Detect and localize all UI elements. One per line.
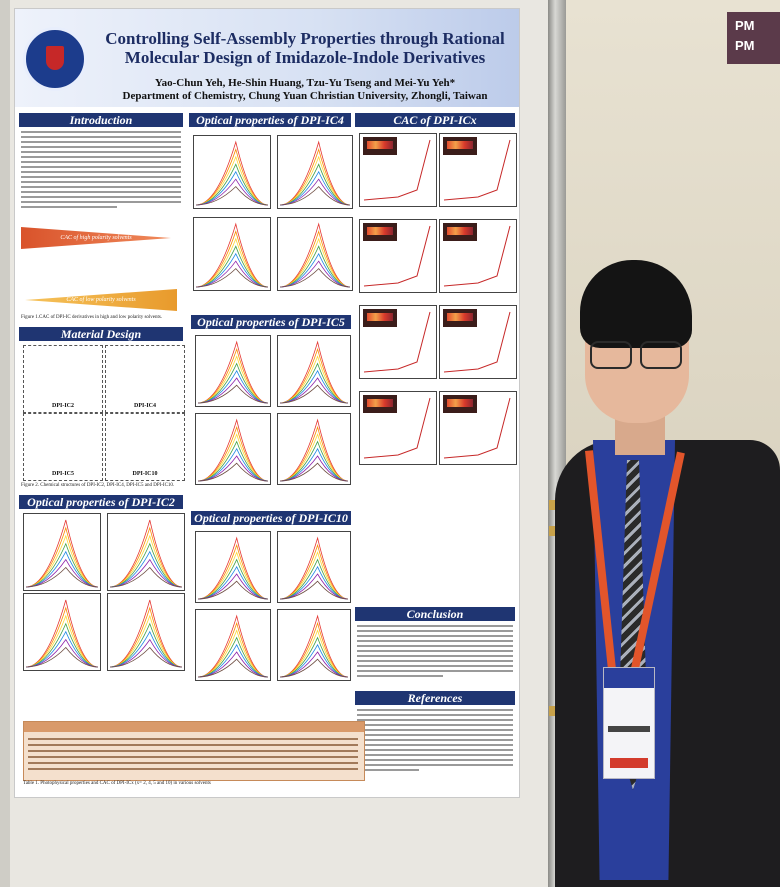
presenter — [555, 255, 780, 887]
spectrum-plot — [107, 593, 185, 671]
section-conclusion: Conclusion — [355, 607, 515, 621]
fluorescence-image — [363, 395, 398, 413]
section-optical-ic5: Optical properties of DPI-IC5 — [191, 315, 351, 329]
glasses-icon — [590, 341, 632, 369]
structure-label: DPI-IC2 — [52, 403, 74, 409]
table-1-caption: Table 1. Photophysical properties and CA… — [23, 781, 211, 786]
cac-high-banner: CAC of high polarity solvents — [21, 227, 171, 249]
figure-2-caption: Figure 2. Chemical structures of DPI-IC2… — [21, 483, 175, 488]
cac-low-banner: CAC of low polarity solvents — [25, 289, 177, 311]
fluorescence-image — [443, 137, 478, 155]
glasses-icon — [640, 341, 682, 369]
room-sign: PM PM — [727, 12, 780, 64]
structure-dpi-ic2: DPI-IC2 — [23, 345, 103, 413]
section-references: References — [355, 691, 515, 705]
title-line-2: Molecular Design of Imidazole-Indole Der… — [124, 48, 486, 67]
poster-header — [15, 9, 519, 107]
fluorescence-image — [443, 223, 478, 241]
fluorescence-image — [363, 223, 398, 241]
introduction-text — [21, 131, 181, 223]
spectrum-plot — [195, 335, 271, 407]
section-cac: CAC of DPI-ICx — [355, 113, 515, 127]
fluorescence-image — [363, 137, 398, 155]
spectrum-plot — [195, 531, 271, 603]
spectrum-plot — [193, 135, 271, 209]
spectrum-plot — [195, 413, 271, 485]
spectrum-plot — [107, 513, 185, 591]
spectrum-plot — [277, 609, 351, 681]
spectrum-plot — [277, 531, 351, 603]
spectrum-plot — [195, 609, 271, 681]
author-list: Yao-Chun Yeh, He-Shin Huang, Tzu-Yu Tsen… — [154, 77, 456, 89]
fluorescence-image — [443, 309, 478, 327]
hair — [580, 260, 692, 348]
figure-1-caption: Figure 1.CAC of DPI-IC derivatives in hi… — [21, 315, 163, 320]
section-material-design: Material Design — [19, 327, 183, 341]
structure-label: DPI-IC4 — [134, 403, 156, 409]
spectrum-plot — [193, 217, 271, 291]
spectrum-plot — [277, 413, 351, 485]
spectrum-plot — [277, 335, 351, 407]
poster-title: Controlling Self-Assembly Properties thr… — [95, 29, 515, 67]
photophysical-table — [23, 721, 365, 781]
name-badge — [603, 667, 655, 779]
section-introduction: Introduction — [19, 113, 183, 127]
section-optical-ic2: Optical properties of DPI-IC2 — [19, 495, 183, 509]
sign-line-1: PM — [735, 18, 755, 33]
structure-label: DPI-IC10 — [132, 471, 158, 477]
spectrum-plot — [23, 513, 101, 591]
spectrum-plot — [277, 135, 353, 209]
title-line-1: Controlling Self-Assembly Properties thr… — [105, 29, 505, 48]
structure-label: DPI-IC5 — [52, 471, 74, 477]
poster-authors: Yao-Chun Yeh, He-Shin Huang, Tzu-Yu Tsen… — [95, 77, 515, 103]
fluorescence-image — [443, 395, 478, 413]
spectrum-plot — [277, 217, 353, 291]
fluorescence-image — [363, 309, 398, 327]
references-text — [357, 709, 513, 787]
university-logo — [23, 27, 87, 91]
structure-dpi-ic10: DPI-IC10 — [105, 413, 185, 481]
structure-dpi-ic5: DPI-IC5 — [23, 413, 103, 481]
spectrum-plot — [23, 593, 101, 671]
molecule-scheme — [25, 253, 175, 287]
structure-dpi-ic4: DPI-IC4 — [105, 345, 185, 413]
section-optical-ic10: Optical properties of DPI-IC10 — [191, 511, 351, 525]
research-poster: Controlling Self-Assembly Properties thr… — [14, 8, 520, 798]
sign-line-2: PM — [735, 38, 755, 53]
affiliation: Department of Chemistry, Chung Yuan Chri… — [122, 90, 488, 102]
section-optical-ic4: Optical properties of DPI-IC4 — [189, 113, 351, 127]
conclusion-text — [357, 625, 513, 687]
